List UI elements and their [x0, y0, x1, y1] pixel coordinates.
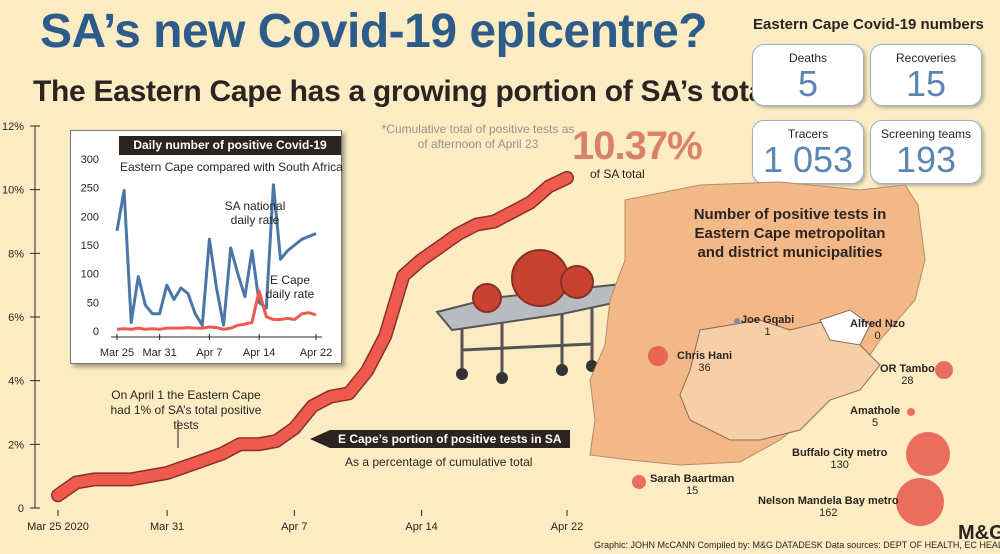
y-tick-label: 12%: [2, 121, 24, 133]
tracers-card: Tracers 1 053: [752, 120, 864, 184]
bubble-chris-hani: [648, 346, 668, 366]
inset-x-tick-label: Mar 25: [100, 347, 134, 359]
main-series-label: E Cape’s portion of positive tests in SA: [330, 430, 570, 448]
district-joe-gqabi: Joe Gqabi 1: [741, 314, 794, 338]
ec-numbers-heading: Eastern Cape Covid-19 numbers: [753, 16, 984, 33]
footnote: *Cumulative total of positive tests as o…: [381, 122, 575, 151]
label-arrow: [310, 430, 330, 448]
card-value: 193: [895, 139, 957, 180]
card-value: 5: [797, 63, 819, 104]
district-name: Buffalo City metro: [792, 447, 888, 459]
inset-y-tick-label: 150: [81, 240, 99, 252]
inset-x-tick-label: Apr 14: [243, 347, 275, 359]
page-subtitle: The Eastern Cape has a growing portion o…: [33, 70, 782, 109]
district-value: 36: [698, 362, 711, 374]
district-value: 1: [764, 326, 771, 338]
district-amathole: Amathole 5: [850, 405, 900, 429]
y-tick-label: 4%: [8, 376, 24, 388]
page-title: SA’s new Covid-19 epicentre?: [40, 5, 708, 58]
x-tick-label: Mar 31: [150, 521, 184, 533]
inset-title: Daily number of positive Covid-19 tests: [119, 136, 341, 171]
inset-y-tick-label: 200: [81, 211, 99, 223]
eastern-cape-region: [679, 319, 881, 441]
card-label: Recoveries: [895, 51, 957, 65]
sa-series-label-line2: daily rate: [231, 213, 280, 227]
y-tick-label: 10%: [2, 185, 24, 197]
annotation-april1: On April 1 the Eastern Cape had 1% of SA…: [110, 388, 262, 432]
inset-x-tick-label: Mar 31: [143, 347, 177, 359]
district-chris-hani: Chris Hani 36: [677, 350, 732, 374]
district-value: 130: [830, 459, 849, 471]
y-tick-label: 2%: [8, 439, 24, 451]
district-name: OR Tambo: [880, 363, 935, 375]
x-tick-label: Apr 7: [281, 521, 307, 533]
inset-y-tick-label: 50: [87, 297, 99, 309]
district-value: 15: [686, 485, 699, 497]
district-nelson-mandela-bay: Nelson Mandela Bay metro 162: [758, 495, 899, 519]
main-series-sublabel: As a percentage of cumulative total: [345, 455, 533, 469]
x-tick-label: Apr 22: [551, 521, 583, 533]
card-label: Deaths: [788, 51, 828, 65]
stretcher-virus-illustration: [435, 249, 629, 384]
latest-percentage: 10.37%: [572, 124, 703, 168]
series-line-ec-portion-fill: [52, 172, 573, 501]
district-sarah-baartman: Sarah Baartman 15: [650, 473, 734, 497]
logo: M&G: [958, 522, 1000, 544]
subtitle-text: The Eastern Cape has a growing portion o…: [33, 75, 774, 108]
recoveries-card: Recoveries 15: [870, 44, 982, 106]
y-tick-label: 8%: [8, 248, 24, 260]
district-name: Chris Hani: [677, 350, 733, 362]
bubble-buffalo-city: [906, 432, 950, 476]
inset-x-tick-label: Apr 22: [300, 347, 332, 359]
bubble-sarah-baartman: [632, 475, 646, 489]
district-or-tambo: OR Tambo 28: [880, 363, 935, 387]
district-buffalo-city: Buffalo City metro 130: [792, 447, 887, 471]
map-title: Number of positive tests in Eastern Cape…: [693, 206, 887, 261]
y-tick-label: 0: [18, 503, 24, 515]
card-label: Tracers: [787, 127, 829, 141]
bubble-joe-gqabi: [734, 318, 740, 324]
inset-y-tick-label: 0: [93, 326, 99, 338]
ec-series-label: E Cape: [270, 273, 310, 287]
deaths-card: Deaths 5: [752, 44, 864, 106]
bubble-nelson-mandela-bay: [896, 478, 944, 526]
inset-x-tick-label: Apr 7: [196, 347, 222, 359]
district-value: 28: [901, 375, 914, 387]
inset-chart-panel: [70, 130, 342, 364]
card-value: 15: [905, 63, 947, 104]
bubble-or-tambo: [935, 361, 953, 379]
x-tick-label: Apr 14: [405, 521, 437, 533]
inset-y-tick-label: 250: [81, 183, 99, 195]
district-name: Amathole: [850, 405, 901, 417]
district-value: 5: [872, 417, 879, 429]
district-name: Sarah Baartman: [650, 473, 735, 485]
latest-percentage-label: of SA total: [590, 167, 645, 181]
district-value: 0: [874, 330, 881, 342]
district-name: Nelson Mandela Bay metro: [758, 495, 899, 507]
credits: Graphic: JOHN McCANN Compiled by: M&G DA…: [594, 540, 1000, 550]
district-value: 162: [819, 507, 838, 519]
x-tick-label: Mar 25 2020: [27, 521, 89, 533]
inset-y-tick-label: 300: [81, 154, 99, 166]
series-line-ec-daily: [116, 289, 317, 331]
district-name: Alfred Nzo: [850, 318, 905, 330]
district-alfred-nzo: Alfred Nzo 0: [850, 318, 905, 342]
y-tick-label: 6%: [8, 312, 24, 324]
ec-series-label-line2: daily rate: [266, 287, 315, 301]
inset-subtitle: Eastern Cape compared with South Africa: [120, 160, 343, 174]
card-label: Screening teams: [880, 127, 972, 141]
district-name: Joe Gqabi: [741, 314, 795, 326]
sa-series-label: SA national: [225, 199, 286, 213]
series-line-sa-daily: [115, 183, 317, 327]
card-value: 1 053: [762, 139, 854, 180]
inset-y-tick-label: 100: [81, 269, 99, 281]
lesotho-shape: [819, 309, 871, 346]
bubble-amathole: [907, 408, 915, 416]
screening-teams-card: Screening teams 193: [870, 120, 982, 184]
